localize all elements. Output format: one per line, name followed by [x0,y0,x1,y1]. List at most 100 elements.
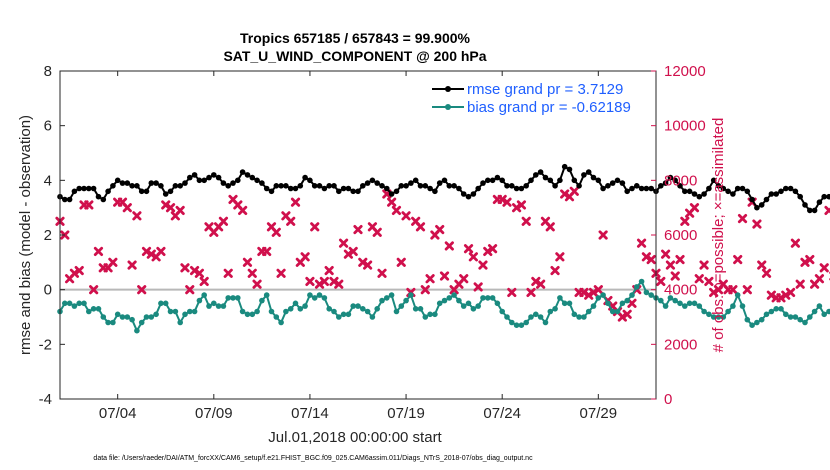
bias-point [489,295,496,301]
obs-assimilated-point [487,244,498,254]
rmse-point [239,169,246,175]
obs-assimilated-point [435,224,445,235]
bias-point [739,303,746,309]
bias-point [436,300,443,307]
rmse-point [811,207,818,214]
bias-point [441,297,448,304]
obs-assimilated-point [785,287,796,297]
rmse-point [783,185,789,192]
bias-point [509,319,515,326]
rmse-point [715,183,722,189]
obs-assimilated-point [805,254,815,265]
bias-point [571,311,578,318]
legend-background [428,77,651,121]
bias-point [547,308,554,315]
obs-assimilated-point [439,271,450,281]
rmse-point [595,177,602,184]
rmse-point [677,183,683,189]
rmse-point [350,188,357,195]
bias-point [552,306,558,312]
rmse-point [518,185,525,192]
obs-assimilated-point [252,279,262,289]
obs-assimilated-point [728,285,738,295]
bias-point [706,311,712,318]
rmse-point [158,183,164,189]
bias-point [316,292,323,298]
rmse-point [105,188,111,195]
obs-assimilated-point [276,268,286,278]
legend-marker-rmse [445,86,451,92]
x-tick-label: 07/04 [99,405,137,422]
rmse-point [148,180,155,186]
bias-point [182,311,188,318]
y2-tick-label: 2000 [664,336,697,353]
bias-point [557,295,563,301]
rmse-point [504,183,510,189]
rmse-point [114,177,121,184]
rmse-point [86,185,92,192]
rmse-point [398,183,405,189]
rmse-point [278,183,284,189]
bias-point [816,303,823,309]
obs-assimilated-point [180,263,190,273]
obs-assimilated-point [814,274,825,284]
rmse-point [658,183,664,189]
bias-point [701,308,707,315]
rmse-point [201,177,207,184]
rmse-point [571,177,578,184]
rmse-point [369,177,376,184]
bias-point [384,295,390,301]
rmse-point [95,193,102,200]
obs-assimilated-point [555,252,565,262]
bias-point [278,319,284,326]
bias-point [807,314,813,320]
obs-assimilated-point [709,287,719,297]
bias-point [355,303,361,309]
rmse-point [182,180,188,186]
bias-point [230,295,236,301]
bias-point [749,322,755,329]
rmse-point [211,172,217,178]
rmse-point [696,193,703,200]
obs-assimilated-point [122,203,132,213]
rmse-point [441,177,448,184]
bias-point [754,319,760,326]
rmse-point [76,185,82,192]
rmse-point [638,185,645,192]
bias-point [485,295,491,301]
obs-assimilated-point [569,186,579,196]
obs-assimilated-point [194,268,204,278]
rmse-point [384,185,390,192]
rmse-point [778,188,784,195]
bias-point [398,303,405,309]
obs-assimilated-point [502,197,512,207]
rmse-point [475,185,482,192]
obs-assimilated-point [156,246,166,256]
bias-point [119,314,126,320]
obs-assimilated-point [396,257,406,267]
bias-point [417,306,424,312]
rmse-point [634,183,640,189]
bias-point [797,316,803,323]
bias-point [658,297,664,304]
rmse-point [230,180,236,186]
rmse-point [734,185,741,192]
obs-assimilated-point [363,260,373,270]
rmse-point [456,185,462,192]
rmse-point [566,166,573,173]
rmse-point [412,177,419,184]
rmse-point [720,185,727,192]
rmse-point [436,180,443,186]
obs-assimilated-point [670,271,680,281]
rmse-point [619,180,626,186]
y2-tick-label: 0 [664,391,672,408]
rmse-point [263,185,270,192]
bias-point [686,300,693,307]
obs-assimilated-point [521,216,531,226]
rmse-point [701,191,707,197]
series-bias [57,278,830,334]
rmse-point [177,183,183,189]
bias-point [504,314,510,320]
bias-point [715,314,722,320]
bias-point [201,292,207,298]
